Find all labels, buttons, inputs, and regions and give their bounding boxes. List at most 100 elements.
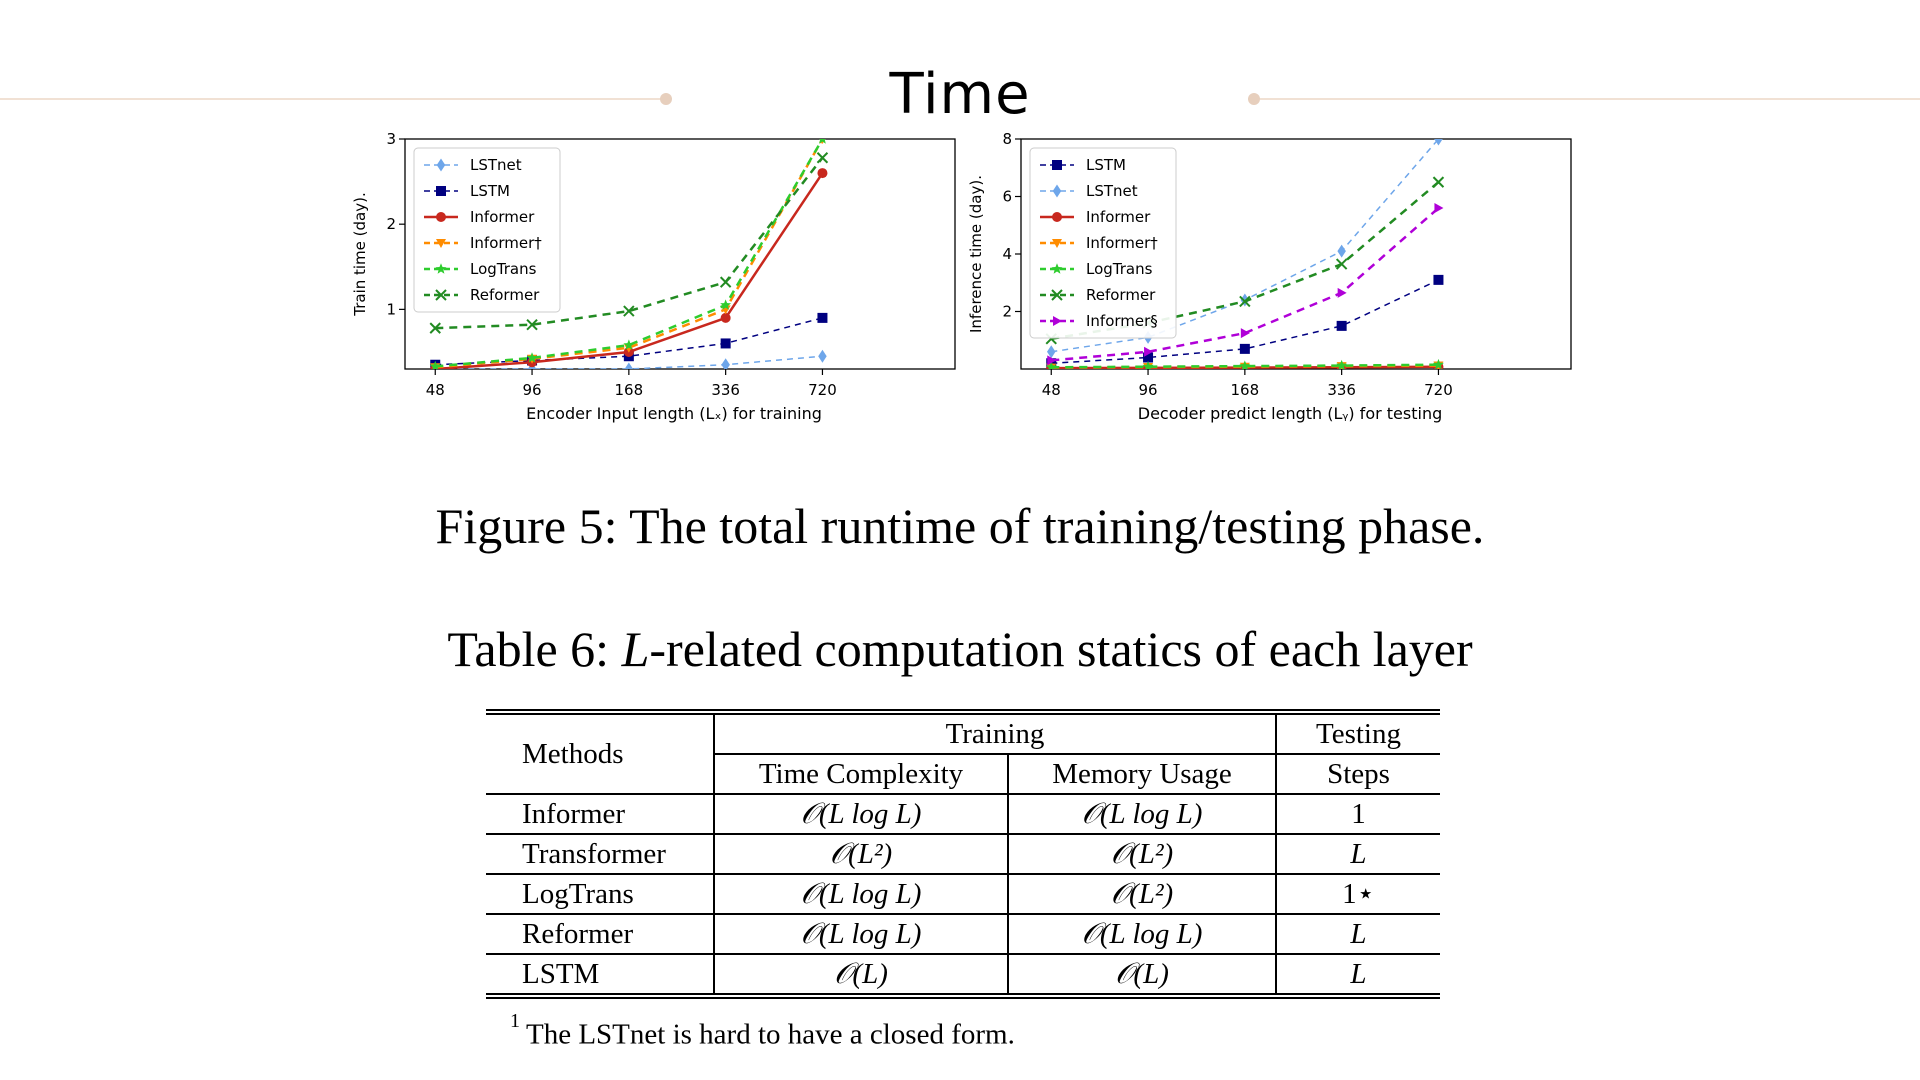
legend-label: LogTrans (1086, 260, 1153, 278)
data-point (1337, 244, 1346, 258)
legend-box (1029, 147, 1177, 339)
plot-frame (404, 138, 956, 370)
data-point (526, 318, 538, 331)
x-tick-label: 336 (711, 381, 740, 399)
data-point (1239, 360, 1251, 369)
steps-cell: L (1276, 834, 1440, 875)
steps-cell: 1 (1276, 794, 1440, 835)
table-header-row-2: Time Complexity Memory Usage Steps (486, 754, 1440, 795)
x-tick-label: 336 (1327, 381, 1356, 399)
data-point (1239, 295, 1251, 308)
training-header: Training (714, 709, 1277, 755)
series-line (435, 317, 823, 366)
data-point (1142, 360, 1154, 369)
table-caption-prefix: Table 6: (447, 621, 622, 677)
data-point (1047, 345, 1056, 359)
y-tick-label: 3 (386, 130, 396, 148)
footnote-text: The LSTnet is hard to have a closed form… (526, 1018, 1015, 1051)
data-point (429, 322, 441, 334)
y-axis-label: Train time (day). (351, 192, 369, 316)
series-layer (1045, 139, 1445, 369)
x-axis-label: Decoder predict length (Lᵧ) for testing (1138, 404, 1442, 423)
title-rule-right-dot (1248, 93, 1260, 105)
data-point (720, 312, 731, 323)
data-point (720, 299, 732, 310)
legend-box (413, 147, 561, 313)
legend-marker (1052, 184, 1062, 198)
legend-label: Informer† (470, 234, 542, 252)
legend-label: Informer§ (1086, 312, 1158, 330)
legend-marker (436, 239, 446, 248)
steps-header: Steps (1276, 754, 1440, 795)
data-point (1144, 346, 1154, 357)
chart-train: 1 2 3 48 96 168 336 720 Encoder Input length (Lₓ… (351, 130, 956, 423)
steps-cell: L (1276, 914, 1440, 955)
legend-marker (435, 289, 447, 301)
memory-cell: 𝒪(L log L) (1008, 794, 1277, 835)
x-tick-label: 48 (426, 381, 445, 399)
data-point (720, 338, 731, 349)
data-point (1434, 203, 1444, 213)
data-point (816, 152, 829, 164)
legend-marker (1053, 316, 1062, 326)
memory-cell: 𝒪(L) (1008, 954, 1277, 999)
table-row: LogTrans 𝒪(L log L) 𝒪(L²) 1⋆ (486, 874, 1440, 915)
y-tick-label: 4 (1002, 245, 1012, 263)
legend-label: Informer (470, 208, 535, 226)
footnote-mark: 1 (510, 1010, 520, 1032)
computation-stats-table: Methods Training Testing Time Complexity… (486, 709, 1440, 999)
table-caption: Table 6: L-related computation statics o… (0, 620, 1920, 678)
legend-label: LSTM (1086, 156, 1126, 174)
steps-cell: 1⋆ (1276, 874, 1440, 915)
data-point (623, 305, 635, 317)
memory-cell: 𝒪(L log L) (1008, 914, 1277, 955)
data-point (1335, 258, 1348, 270)
data-point (1337, 287, 1347, 298)
testing-header: Testing (1276, 709, 1440, 755)
steps-cell: L (1276, 954, 1440, 999)
y-tick-label: 1 (386, 300, 396, 318)
data-point (817, 312, 828, 323)
data-point (1336, 359, 1348, 369)
series-line (435, 355, 823, 369)
legend-label: LSTnet (1086, 182, 1138, 200)
data-point (1336, 320, 1347, 331)
legend-label: Reformer (470, 286, 540, 304)
data-point (526, 352, 538, 363)
time-cell: 𝒪(L log L) (714, 874, 1009, 915)
data-point (1433, 358, 1444, 369)
memory-usage-header: Memory Usage (1008, 754, 1277, 795)
data-point (818, 349, 827, 363)
legend-marker (1051, 289, 1063, 301)
series-line (1051, 207, 1440, 362)
data-point (623, 343, 634, 353)
y-tick-label: 8 (1002, 130, 1012, 148)
data-point (1047, 355, 1057, 366)
x-tick-label: 720 (1424, 381, 1453, 399)
table-row: Transformer 𝒪(L²) 𝒪(L²) L (486, 834, 1440, 875)
method-cell: Reformer (486, 914, 715, 955)
table-row: LSTM 𝒪(L) 𝒪(L) L (486, 954, 1440, 999)
legend-label: LSTM (470, 182, 510, 200)
slide-title: Time (889, 62, 1031, 127)
x-tick-label: 48 (1042, 381, 1061, 399)
table-caption-variable: L (621, 621, 650, 677)
method-cell: Transformer (486, 834, 715, 875)
table-caption-suffix: -related computation statics of each lay… (649, 621, 1473, 677)
chart-inference: 2 4 6 8 48 96 168 336 720 Decoder predict length … (967, 130, 1572, 423)
methods-header: Methods (486, 709, 715, 795)
title-rule-right (1260, 98, 1920, 100)
time-cell: 𝒪(L log L) (714, 914, 1009, 955)
data-point (1432, 176, 1445, 188)
table-row: Informer 𝒪(L log L) 𝒪(L log L) 1 (486, 794, 1440, 835)
time-cell: 𝒪(L) (714, 954, 1009, 999)
memory-cell: 𝒪(L²) (1008, 874, 1277, 915)
figure-caption: Figure 5: The total runtime of training/… (435, 498, 1485, 554)
data-point (429, 360, 441, 369)
x-tick-label: 96 (523, 381, 542, 399)
legend-marker (1052, 239, 1062, 248)
table-row: Reformer 𝒪(L log L) 𝒪(L log L) L (486, 914, 1440, 955)
legend-marker (1051, 263, 1063, 274)
x-tick-label: 168 (1231, 381, 1260, 399)
